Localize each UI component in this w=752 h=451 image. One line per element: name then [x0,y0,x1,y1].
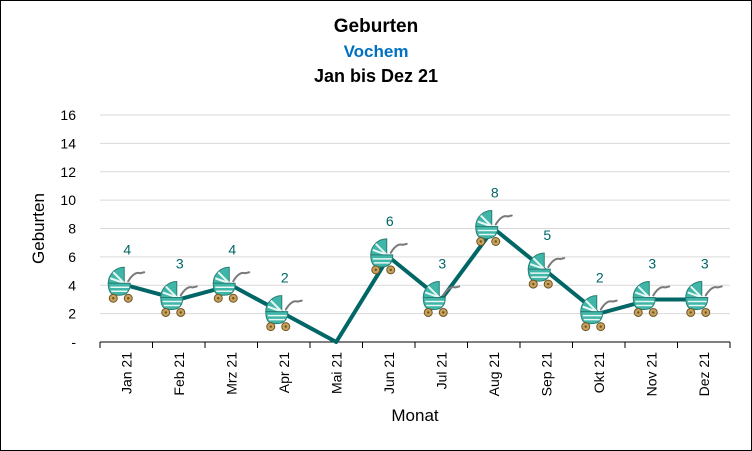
y-tick-label: 12 [60,164,76,180]
baby-carriage-icon [685,280,723,317]
x-tick-label: Sep 21 [538,352,554,397]
baby-carriage-icon [265,295,303,332]
y-tick-label: 14 [60,135,76,151]
x-tick-label: Mai 21 [328,352,344,394]
chart-subtitle: Vochem [343,42,409,61]
data-label: 4 [228,241,236,257]
x-tick-label: Jun 21 [381,352,397,394]
y-tick-label: - [71,334,76,350]
x-tick-label: Okt 21 [591,352,607,393]
baby-carriage-icon [632,280,671,317]
data-label: 4 [123,241,131,257]
x-tick-label: Aug 21 [486,352,502,397]
data-label: 6 [386,213,394,229]
data-label: 2 [596,270,604,286]
y-tick-label: 6 [68,249,76,265]
y-tick-label: 2 [68,306,76,322]
x-tick-label: Nov 21 [643,352,659,397]
chart-title: Geburten [333,16,419,37]
baby-carriage-icon [475,209,513,246]
baby-carriage-icon [422,280,461,317]
baby-carriage-icon [160,280,198,317]
data-label: 3 [648,255,656,271]
data-label: 3 [701,255,709,271]
data-label: 8 [491,185,499,201]
data-label: 5 [543,227,551,243]
baby-carriage-icon [527,252,566,289]
y-axis-label: Geburten [29,193,48,264]
baby-carriage-icon [107,266,146,303]
chart-period: Jan bis Dez 21 [313,66,439,86]
baby-carriage-icon [580,295,618,332]
x-tick-label: Dez 21 [696,352,712,397]
y-tick-label: 4 [68,277,76,293]
y-tick-label: 8 [68,221,76,237]
x-tick-label: Jan 21 [118,352,134,394]
x-tick-label: Feb 21 [171,352,187,396]
x-axis-label: Monat [391,406,439,425]
y-tick-label: 10 [60,192,76,208]
x-tick-label: Apr 21 [276,352,292,393]
x-tick-label: Jul 21 [433,352,449,390]
data-label: 2 [281,270,289,286]
data-label: 3 [176,255,184,271]
baby-carriage-icon [212,266,251,303]
x-tick-label: Mrz 21 [223,352,239,395]
y-tick-label: 16 [60,107,76,123]
data-label: 3 [438,255,446,271]
baby-carriage-icon [370,238,408,275]
